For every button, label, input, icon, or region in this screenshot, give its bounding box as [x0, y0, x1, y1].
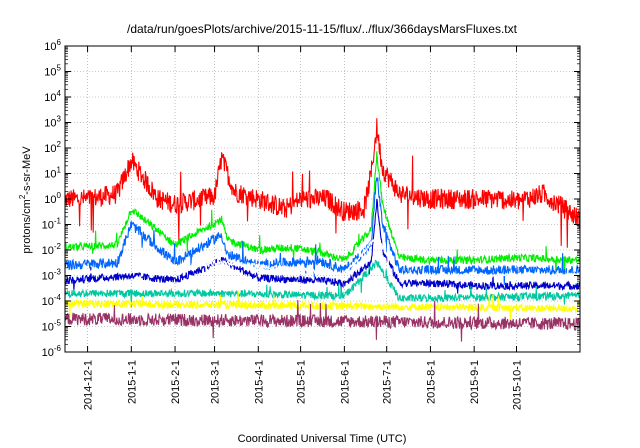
x-tick-label: 2015-8-1: [425, 360, 437, 404]
y-tick-label: 106: [44, 38, 61, 53]
series-line-2: [64, 151, 581, 275]
series-line-7: [64, 290, 581, 321]
series-line-4: [64, 198, 581, 294]
y-tick-label: 104: [44, 89, 61, 104]
y-tick-label: 10-6: [42, 344, 62, 359]
y-tick-label: 10-4: [42, 293, 62, 308]
series-line-8: [64, 300, 581, 342]
x-axis-label: Coordinated Universal Time (UTC): [238, 433, 407, 445]
x-tick-label: 2015-4-1: [253, 360, 265, 404]
y-axis-label: protons/cm2-s-sr-MeV: [18, 146, 33, 254]
x-tick-label: 2015-10-1: [512, 360, 524, 410]
x-tick-label: 2014-12-1: [83, 360, 95, 410]
y-tick-label: 10-5: [42, 319, 62, 334]
series-layer: [64, 118, 581, 342]
x-tick-label: 2015-7-1: [382, 360, 394, 404]
y-tick-label: 10-3: [42, 268, 62, 283]
x-tick-label: 2015-2-1: [170, 360, 182, 404]
y-tick-label: 102: [44, 140, 61, 155]
x-tick-label: 2015-5-1: [296, 360, 308, 404]
series-line-3: [64, 177, 581, 286]
y-axis-label-suffix: -s-sr-MeV: [21, 146, 33, 195]
y-tick-label: 105: [44, 64, 61, 79]
series-line-5: [64, 235, 581, 285]
y-tick-label: 101: [44, 166, 61, 181]
y-tick-label: 103: [44, 115, 61, 130]
series-line-6: [64, 259, 581, 308]
x-tick-label: 2015-1-1: [126, 360, 138, 404]
x-tick-label: 2015-6-1: [339, 360, 351, 404]
series-line-1: [64, 118, 581, 248]
x-tick-label: 2015-9-1: [469, 360, 481, 404]
y-tick-label: 10-2: [42, 242, 62, 257]
y-tick-label: 100: [44, 191, 61, 206]
x-tick-label: 2015-3-1: [210, 360, 222, 404]
y-axis-label-sup: 2: [18, 194, 27, 199]
grid: [65, 46, 580, 352]
y-tick-label: 10-1: [42, 217, 62, 232]
tick-layer: 10-6 10-5 10-4 10-3 10-2 10-1 100 101 102 103 104 1…: [42, 38, 580, 410]
chart-title: /data/run/goesPlots/archive/2015-11-15/f…: [127, 22, 518, 36]
y-axis-label-prefix: protons/cm: [21, 199, 33, 253]
